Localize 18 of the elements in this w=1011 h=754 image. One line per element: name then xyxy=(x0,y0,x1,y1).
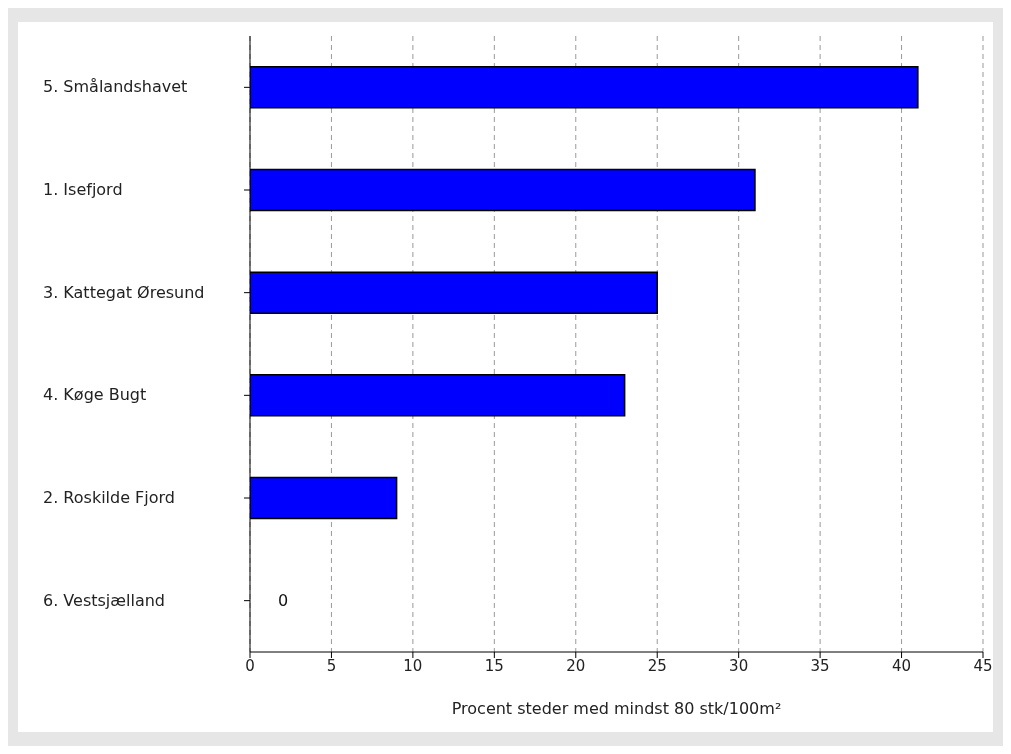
x-tick-label: 25 xyxy=(647,656,667,675)
y-tick-label: 4. Køge Bugt xyxy=(43,385,147,405)
x-tick-label: 30 xyxy=(729,656,749,675)
data-label: 0 xyxy=(278,591,289,611)
x-tick-label: 35 xyxy=(810,656,830,675)
x-tick-label: 10 xyxy=(403,656,423,675)
y-tick-label: 1. Isefjord xyxy=(43,180,123,199)
x-tick-label: 45 xyxy=(973,656,993,675)
y-tick-label: 2. Roskilde Fjord xyxy=(43,488,176,507)
x-tick-label: 5 xyxy=(326,656,337,675)
x-tick-label: 0 xyxy=(245,656,255,675)
x-tick-label: 40 xyxy=(892,656,912,675)
x-axis-title: Procent steder med mindst 80 stk/100m² xyxy=(451,699,782,718)
x-tick-label: 15 xyxy=(484,656,504,675)
y-tick-label: 3. Kattegat Øresund xyxy=(43,282,205,302)
y-tick-label: 6. Vestsjælland xyxy=(43,590,165,610)
y-tick-label: 5. Smålandshavet xyxy=(43,77,188,97)
x-tick-label: 20 xyxy=(566,656,586,675)
